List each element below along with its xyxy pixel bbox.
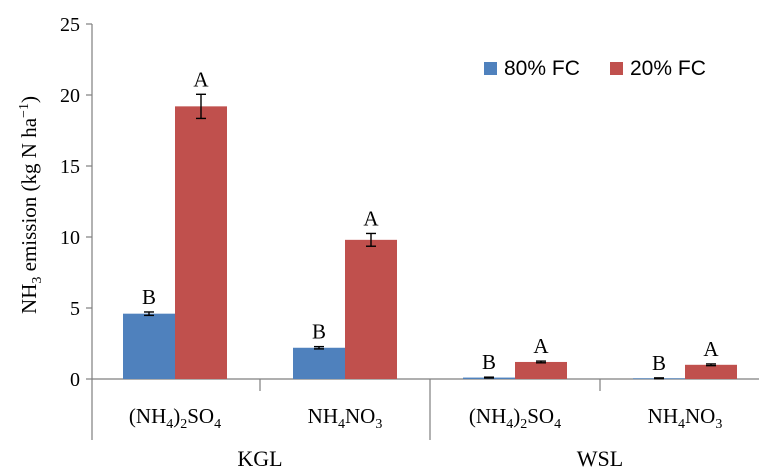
significance-label: B: [652, 351, 666, 375]
labels: B A B A B A B A: [142, 67, 719, 375]
legend-label: 80% FC: [504, 57, 580, 80]
y-tick-label: 5: [70, 298, 80, 320]
bar-fc20: [345, 239, 397, 379]
legend-swatch: [484, 62, 497, 75]
bar-fc80: [293, 347, 345, 379]
x-category-label: (NH4)2SO4: [469, 404, 561, 432]
y-tick-label: 0: [70, 369, 80, 391]
y-tick-label: 25: [60, 14, 80, 36]
significance-label: A: [703, 337, 719, 361]
bar-fc20: [685, 364, 737, 379]
x-category-label: (NH4)2SO4: [129, 404, 221, 432]
significance-label: B: [482, 350, 496, 374]
significance-label: B: [142, 285, 156, 309]
x-category-label: NH4NO3: [308, 404, 383, 432]
y-axis-label: NH3 emission (kg N ha−1): [17, 96, 45, 314]
legend-label: 20% FC: [630, 57, 706, 80]
significance-label: A: [193, 67, 209, 91]
legend: 80% FC 20% FC: [484, 57, 706, 80]
axes: 0 5 10 15 20 25 NH3 emission (kg N ha−1) (NH4)2…: [17, 14, 759, 471]
x-category-label: NH4NO3: [648, 404, 723, 432]
bar-fc20: [515, 361, 567, 379]
significance-label: A: [363, 206, 379, 230]
legend-swatch: [610, 62, 623, 75]
y-tick-label: 15: [60, 156, 80, 178]
significance-label: B: [312, 320, 326, 344]
y-tick-label: 10: [60, 227, 80, 249]
x-group-label: KGL: [237, 446, 282, 471]
bar-fc80: [123, 313, 175, 379]
bars: [123, 93, 737, 380]
significance-label: A: [533, 334, 549, 358]
bar-fc20: [175, 106, 227, 380]
y-tick-label: 20: [60, 85, 80, 107]
x-group-label: WSL: [577, 446, 623, 471]
